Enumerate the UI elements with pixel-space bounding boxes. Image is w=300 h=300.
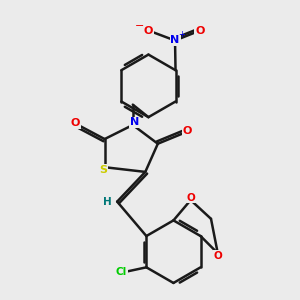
Text: N: N [170, 35, 180, 46]
Text: H: H [103, 196, 112, 207]
Text: O: O [213, 251, 222, 261]
Text: −: − [135, 21, 145, 32]
Text: N: N [130, 118, 139, 128]
Text: +: + [178, 30, 185, 39]
Text: Cl: Cl [116, 267, 127, 277]
Text: O: O [183, 126, 192, 136]
Text: O: O [144, 26, 153, 36]
Text: O: O [71, 118, 80, 128]
Text: O: O [195, 26, 205, 36]
Text: S: S [99, 165, 107, 175]
Text: O: O [186, 193, 195, 202]
